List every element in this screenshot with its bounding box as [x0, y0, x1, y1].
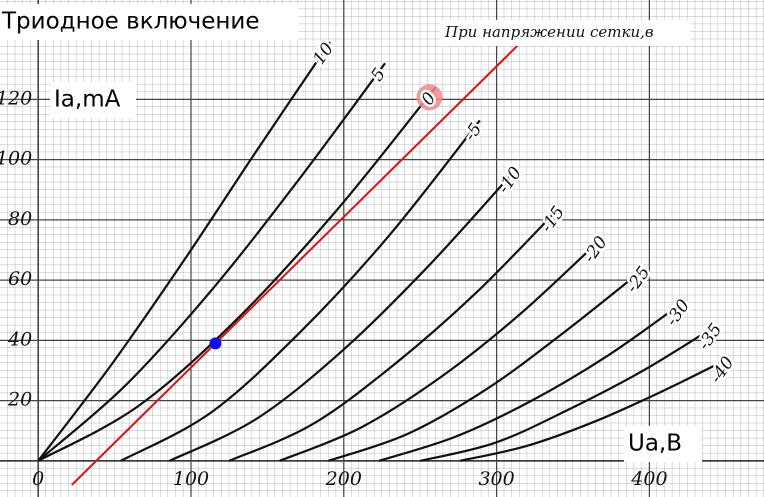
y-tick-label: 20 — [7, 389, 32, 411]
y-tick-label: 120 — [0, 87, 32, 109]
highlight — [416, 84, 443, 111]
y-label-bg — [50, 82, 136, 118]
x-axis-label: Ua,B — [628, 431, 682, 457]
subtitle-bg — [440, 20, 690, 46]
curve — [37, 62, 386, 462]
x-tick-label: 100 — [173, 468, 209, 490]
curve — [120, 119, 481, 462]
x-tick-label: 0 — [32, 468, 44, 490]
curve — [459, 357, 730, 462]
operating-point — [209, 337, 222, 350]
marks — [37, 23, 730, 486]
x-tick-label: 200 — [325, 468, 362, 490]
y-tick-label: 80 — [8, 208, 32, 230]
x-label-bg — [624, 426, 702, 462]
chart-title: Триодное включение — [1, 9, 260, 35]
curve — [419, 324, 718, 462]
curve — [37, 86, 437, 462]
y-tick-label: 40 — [7, 328, 32, 350]
y-tick-label: 100 — [0, 148, 32, 170]
load-line — [71, 23, 541, 486]
y-axis-label: Ia,mA — [54, 87, 121, 113]
x-tick-label: 300 — [478, 468, 514, 490]
title-bg — [0, 4, 298, 40]
y-tick-label: 60 — [8, 268, 32, 290]
curve — [328, 267, 646, 462]
curve — [37, 41, 331, 462]
curve — [279, 237, 603, 462]
curve — [378, 300, 686, 462]
curve — [169, 167, 518, 462]
subtitle: При напряжении сетки,в — [444, 23, 654, 41]
curve — [228, 207, 561, 462]
x-tick-label: 400 — [630, 468, 667, 490]
